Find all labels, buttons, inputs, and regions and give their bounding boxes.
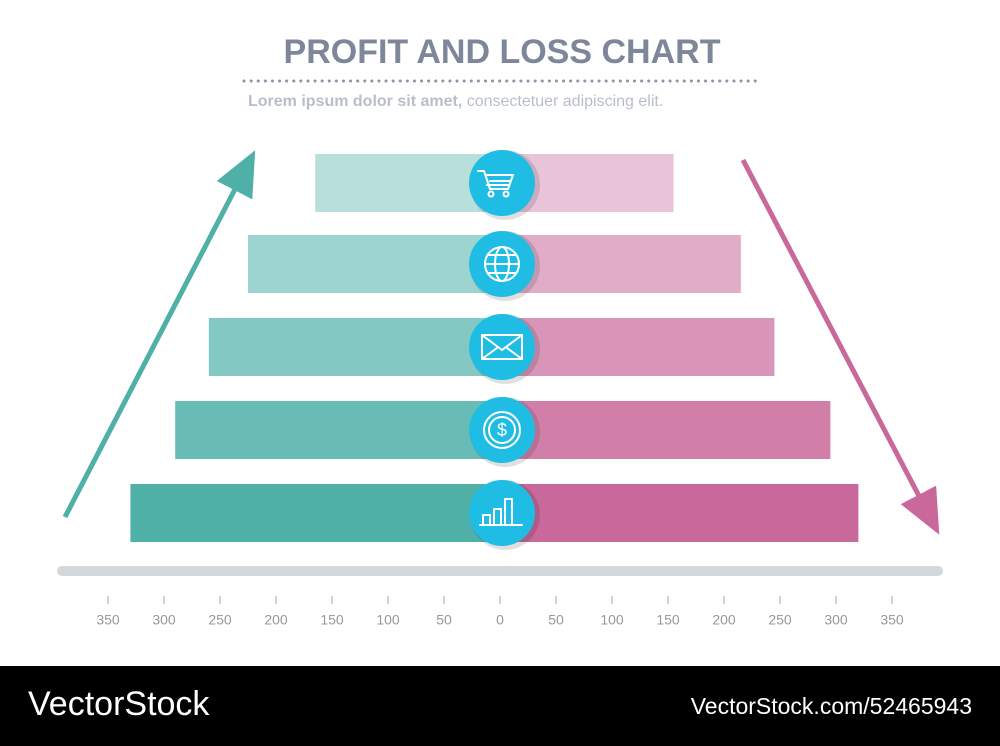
x-tick-label: 300 <box>152 612 176 628</box>
icon-shape <box>481 334 523 360</box>
x-tick-label: 300 <box>824 612 848 628</box>
x-tick-label: 150 <box>656 612 680 628</box>
bar <box>175 401 500 459</box>
x-tick-label: 150 <box>320 612 344 628</box>
x-tick-label: 100 <box>600 612 624 628</box>
icon <box>479 498 523 526</box>
x-tick-label: 250 <box>768 612 792 628</box>
profit-arrow <box>62 150 256 519</box>
icon: $ <box>483 411 521 449</box>
footer-band <box>0 666 1000 746</box>
x-tick-label: 200 <box>264 612 288 628</box>
watermark-url: VectorStock.com/52465943 <box>691 693 972 719</box>
bar <box>500 235 741 293</box>
subtitle: Lorem ipsum dolor sit amet, consectetuer… <box>248 93 663 110</box>
bar <box>500 484 859 542</box>
icon <box>484 246 520 282</box>
icon <box>481 334 523 360</box>
icon-shape <box>487 190 495 198</box>
icon <box>477 170 514 198</box>
x-tick-label: 250 <box>208 612 232 628</box>
icon-shape <box>483 411 521 449</box>
bar <box>208 318 501 376</box>
x-tick-label: 100 <box>376 612 400 628</box>
loss-arrow <box>740 158 940 535</box>
icon-circle <box>469 314 535 380</box>
icon-glyph: $ <box>497 420 507 440</box>
icon-shape <box>502 190 510 198</box>
chart-title: PROFIT AND LOSS CHART <box>284 33 721 71</box>
x-tick-label: 200 <box>712 612 736 628</box>
bar <box>130 484 500 542</box>
icon-shape <box>481 334 523 360</box>
x-tick-label: 350 <box>880 612 904 628</box>
subtitle-bold: Lorem ipsum dolor sit amet, <box>248 93 462 110</box>
x-tick-label: 50 <box>436 612 452 628</box>
icon-shape <box>488 416 516 444</box>
x-tick-label: 0 <box>496 612 504 628</box>
icon-circle <box>469 150 535 216</box>
bar <box>500 401 831 459</box>
bar <box>500 318 775 376</box>
subtitle-rest: consectetuer adipiscing elit. <box>467 93 664 110</box>
icon-shape <box>487 254 517 274</box>
bar <box>248 235 500 293</box>
x-tick-label: 50 <box>548 612 564 628</box>
watermark: VectorStock <box>28 685 210 723</box>
icon-shape <box>477 170 514 190</box>
icon-circle <box>469 397 535 463</box>
x-tick-label: 350 <box>96 612 120 628</box>
